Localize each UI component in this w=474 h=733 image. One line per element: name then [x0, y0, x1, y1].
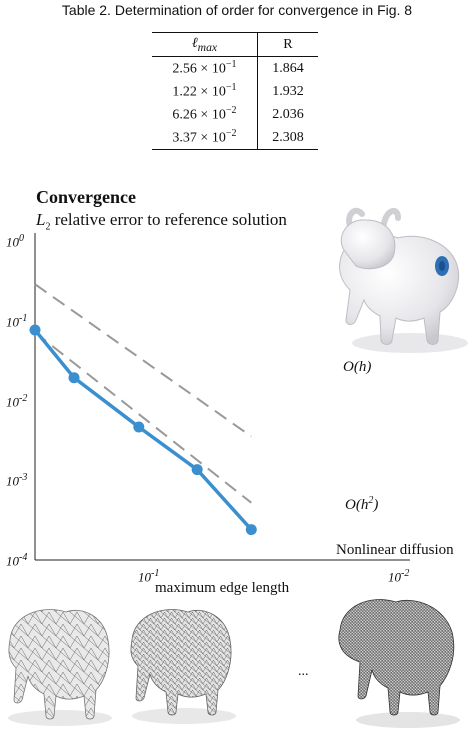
table-row: 3.37 × 10−2 2.308	[152, 126, 318, 150]
series-label-nonlinear-diffusion: Nonlinear diffusion	[336, 542, 454, 558]
y-tick-label: 10-1	[6, 313, 28, 330]
figure-subtitle: L2 relative error to reference solution	[36, 210, 287, 233]
y-tick-label: 10-4	[6, 552, 28, 569]
r-cell: 1.932	[272, 83, 304, 99]
ellipsis-text: ...	[298, 664, 309, 679]
data-point	[133, 421, 145, 433]
lmax-cell: 1.22 × 10−1	[152, 80, 258, 103]
y-tick-label: 10-2	[6, 393, 28, 410]
order-table: ℓmax R 2.56 × 10−1 1.864 1.22 × 10−1 1.9…	[152, 32, 318, 150]
r-cell: 2.308	[272, 129, 304, 145]
r-cell: 2.036	[272, 106, 304, 122]
table-row: 6.26 × 10−2 2.036	[152, 103, 318, 126]
y-tick-label: 100	[6, 233, 24, 250]
x-tick-label: 10-2	[388, 568, 410, 585]
header-r: R	[283, 36, 293, 52]
y-tick-label: 10-3	[6, 472, 28, 489]
header-lmax: ℓmax	[152, 32, 258, 57]
table-row: 2.56 × 10−1 1.864	[152, 56, 318, 80]
data-point	[191, 464, 203, 476]
data-point	[29, 324, 41, 336]
ref-label-oh2: O(h2)	[345, 495, 379, 513]
x-axis-label: maximum edge length	[155, 580, 290, 596]
medium-mesh-image	[130, 609, 236, 724]
data-point	[245, 524, 257, 536]
r-cell: 1.864	[272, 60, 304, 76]
coarse-mesh-image	[8, 609, 112, 726]
reference-line-oh2	[34, 331, 252, 504]
figure-title: Convergence	[36, 187, 136, 207]
lmax-cell: 6.26 × 10−2	[152, 103, 258, 126]
ref-label-oh: O(h)	[343, 359, 372, 375]
table-row: 1.22 × 10−1 1.932	[152, 80, 318, 103]
fine-mesh-image	[338, 599, 460, 728]
lmax-cell: 3.37 × 10−2	[152, 126, 258, 150]
lmax-cell: 2.56 × 10−1	[152, 56, 258, 80]
table-caption: Table 2. Determination of order for conv…	[61, 2, 413, 18]
cow-render-image	[339, 207, 468, 353]
x-tick-label: 10-1	[138, 568, 160, 585]
data-point	[68, 372, 80, 384]
reference-line-oh	[34, 283, 252, 438]
